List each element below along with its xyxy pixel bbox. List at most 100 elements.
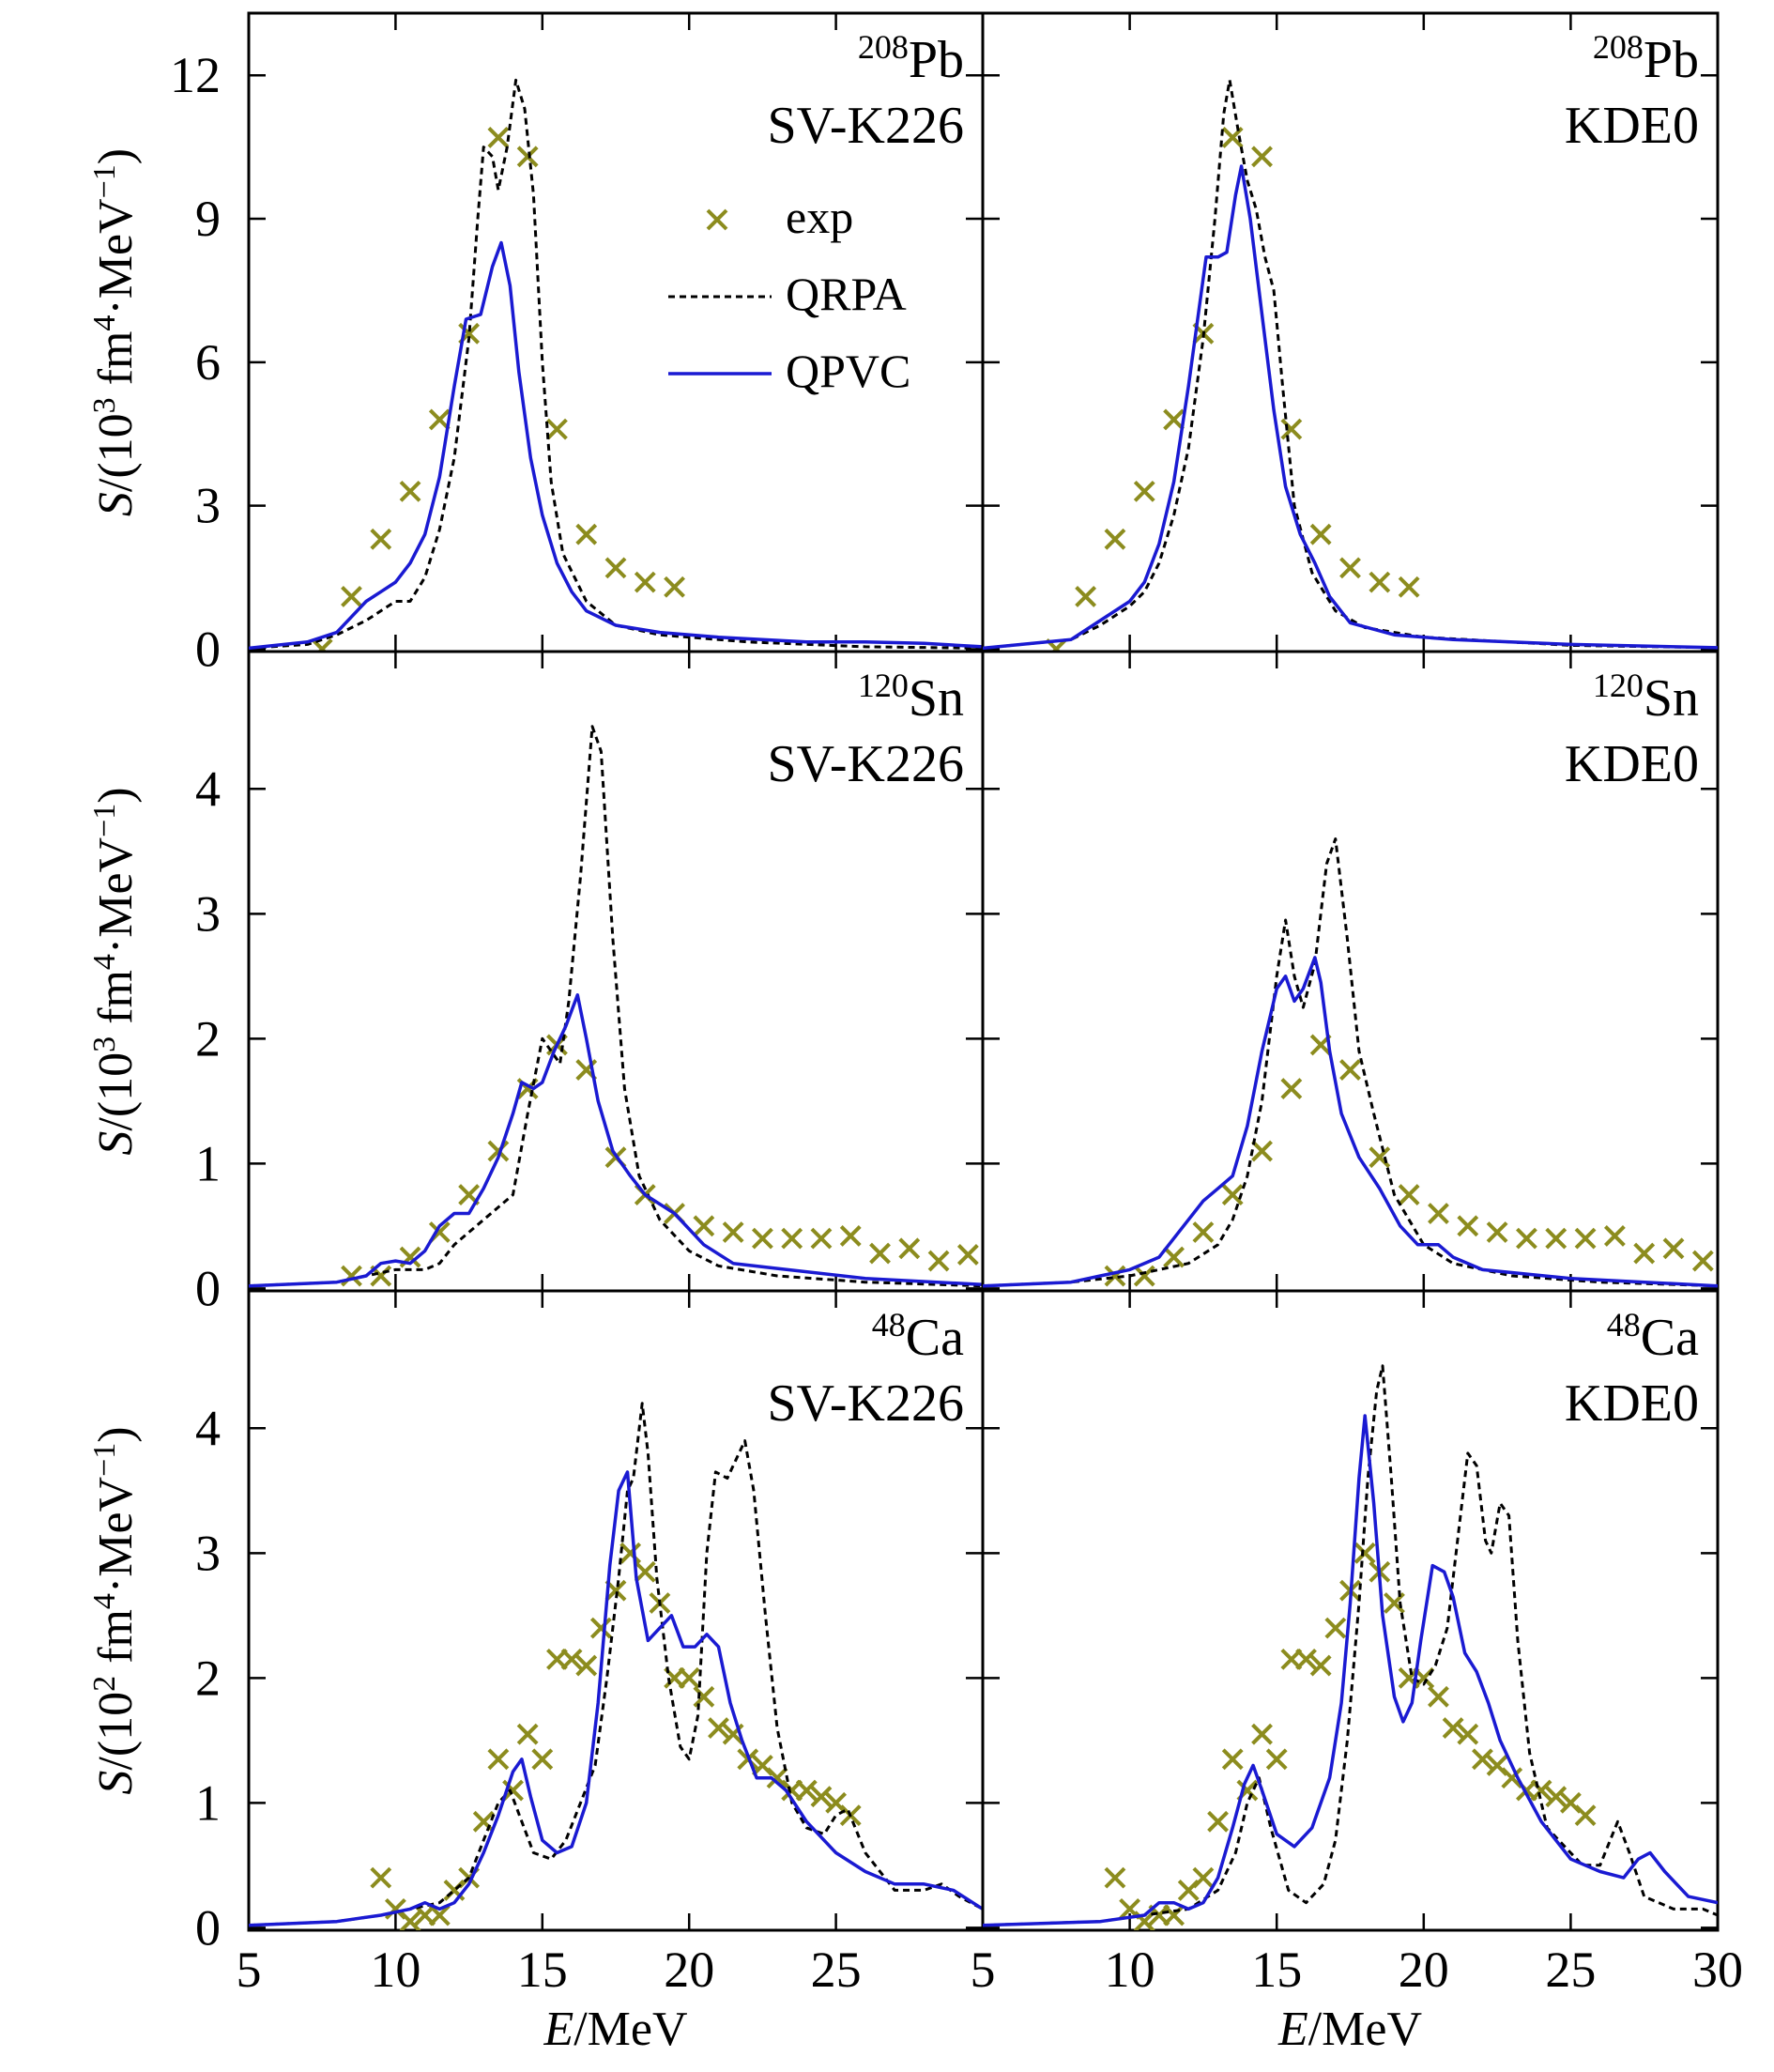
exp-point [708,1717,729,1739]
exp-point [487,127,510,148]
y-tick-label: 3 [195,1525,221,1581]
exp-point [693,1685,715,1708]
exp-point [487,1140,510,1162]
nucleus-symbol: Ca [1641,1309,1699,1367]
x-tick-label: 5 [237,1942,262,1998]
exp-point [1369,571,1391,593]
model-label: SV-K226 [767,97,964,155]
exp-point [502,1779,524,1802]
model-label: KDE0 [1565,1374,1699,1433]
series-qrpa-line [249,725,983,1288]
exp-point [1486,1221,1508,1243]
exp-point [472,1810,495,1833]
series-qpvc-line [983,956,1718,1288]
exp-point [1516,1227,1537,1250]
x-tick-label: 15 [517,1942,568,1998]
exp-point [1192,1221,1215,1243]
exp-point [956,1244,979,1266]
series-qrpa-line [249,78,983,650]
nucleus-symbol: Ca [906,1309,964,1367]
legend: exp QRPA QPVC [668,191,910,397]
model-label: KDE0 [1565,97,1699,155]
exp-point [1280,418,1303,440]
panels: 036912208PbSV-K226208PbKDE001234120SnSV-… [170,11,1743,1998]
nucleus-mass: 120 [1593,667,1644,704]
exp-point [1339,557,1361,579]
exp-point [1309,523,1332,545]
exp-point [1545,1227,1568,1250]
exp-point [1472,1748,1493,1771]
exp-point [516,146,539,168]
exp-point [1530,1779,1552,1802]
exp-point [1104,1265,1126,1287]
x-tick-label: 10 [1105,1942,1155,1998]
exp-point [1574,1804,1597,1827]
exp-point [604,557,627,579]
exp-point [1251,146,1273,168]
nucleus-label: 120Sn [1593,667,1699,728]
exp-point [898,1237,921,1260]
legend-qrpa-label: QRPA [786,268,907,320]
series-qrpa-line [249,1402,983,1927]
exp-point [1369,1146,1391,1169]
exp-point [575,523,598,545]
x-axis-title: E/MeV [543,2003,687,2056]
exp-point [1723,1245,1742,1264]
exp-point [1251,1140,1273,1162]
series-exp [311,127,685,652]
panel-pb-sv-k226: 0 3 6 9 12 208Pb SV-K226 [170,11,985,677]
y-tick-label: 0 [195,1260,221,1316]
exp-point [1398,1184,1420,1205]
y-tick-label: 9 [195,191,221,247]
x-tick-label: 20 [664,1942,714,1998]
exp-point [1428,1685,1449,1708]
nucleus-symbol: Pb [1644,31,1699,89]
y-tick-label: 0 [195,1899,221,1956]
x-tick-label: 15 [1251,1942,1302,1998]
series-qrpa-line [983,837,1718,1288]
y-axis-title: S/(103 fm4·MeV−1) [87,787,143,1155]
series-qrpa-line [983,78,1718,650]
x-tick-label: 20 [1399,1942,1449,1998]
exp-point [370,528,392,550]
exp-point [869,1242,891,1265]
exp-point [1221,1184,1244,1205]
exp-point [781,1227,803,1250]
panel-ca-kde0: 5 10 15 20 25 30 48Ca KDE0 [971,1289,1743,1998]
series-qpvc-line [983,1414,1718,1927]
exp-point [1265,1748,1288,1771]
exp-point [1324,1617,1347,1639]
exp-point [634,1560,656,1583]
exp-point [1691,1250,1714,1272]
nucleus-mass: 208 [1593,28,1644,66]
exp-point [1398,576,1420,598]
x-tick-label: 25 [1545,1942,1596,1998]
series-exp [370,1542,862,1930]
exp-point [428,1904,451,1926]
exp-point [1662,1237,1685,1260]
exp-point [722,1221,744,1243]
exp-point [927,1250,950,1272]
legend-exp-label: exp [786,191,853,243]
series-qpvc-line [249,993,983,1288]
nucleus-mass: 208 [858,28,909,66]
y-tick-label: 4 [195,1400,221,1456]
exp-point [341,1265,362,1287]
exp-point [795,1779,818,1802]
exp-point [1353,1542,1376,1564]
exp-point [634,571,656,593]
panel-pb-kde0: 208Pb KDE0 [981,11,1720,653]
exp-point [1457,1723,1479,1745]
x-axis-title: E/MeV [1277,2003,1422,2056]
exp-point [1104,1866,1126,1889]
series-exp [1104,1542,1597,1930]
exp-point [1163,408,1185,431]
panel-sn-sv-k226: 0 1 2 3 4 120Sn SV-K226 [195,650,985,1316]
exp-point [619,1542,642,1564]
exp-point [589,1617,612,1639]
exp-point [1192,1866,1215,1889]
nucleus-symbol: Pb [909,31,964,89]
y-tick-label: 3 [195,885,221,942]
plot-area [983,78,1718,652]
